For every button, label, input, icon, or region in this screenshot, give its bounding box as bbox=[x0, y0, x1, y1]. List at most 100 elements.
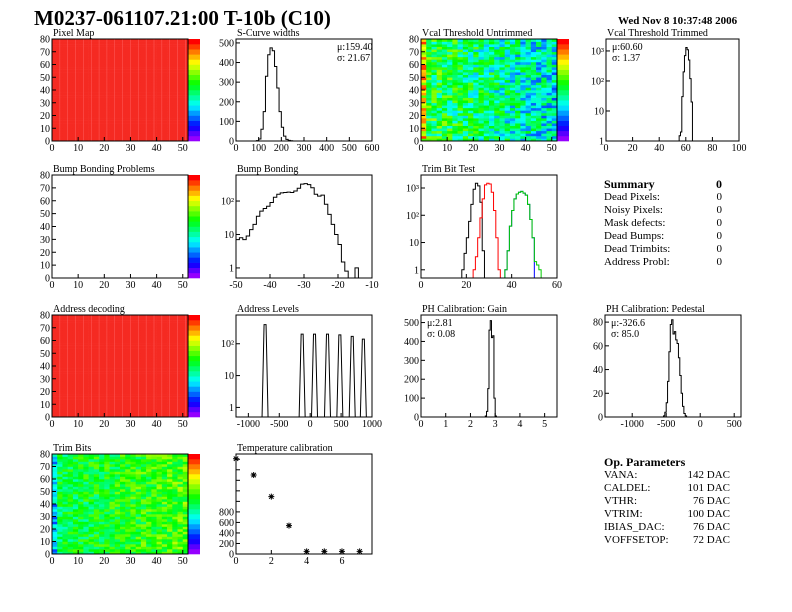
heatmap-cell bbox=[161, 456, 168, 460]
heatmap-cell bbox=[177, 459, 184, 462]
heatmap-cell bbox=[125, 496, 131, 500]
heatmap-cell bbox=[114, 315, 121, 318]
heatmap-cell bbox=[78, 414, 84, 418]
heatmap-cell bbox=[114, 479, 121, 482]
heatmap-cell bbox=[541, 54, 547, 58]
heatmap-cell bbox=[494, 105, 500, 109]
heatmap-cell bbox=[177, 82, 184, 86]
heatmap-cell bbox=[109, 337, 116, 341]
heatmap-cell bbox=[67, 107, 74, 111]
heatmap-cell bbox=[67, 115, 74, 119]
y-tick-label: 40 bbox=[40, 362, 50, 373]
heatmap-cell bbox=[546, 135, 553, 139]
heatmap-cell bbox=[156, 105, 163, 109]
heatmap-cell bbox=[130, 464, 136, 467]
heatmap-cell bbox=[436, 44, 443, 47]
heatmap-cell bbox=[536, 44, 542, 47]
heatmap-cell bbox=[161, 514, 168, 517]
heatmap-cell bbox=[161, 376, 168, 380]
heatmap-cell bbox=[109, 394, 116, 397]
heatmap-cell bbox=[182, 464, 189, 467]
heatmap-cell bbox=[146, 479, 152, 482]
heatmap-cell bbox=[140, 74, 147, 78]
address-peak bbox=[323, 333, 331, 418]
heatmap-cell bbox=[78, 335, 84, 339]
x-tick-label: 0 bbox=[50, 556, 55, 567]
heatmap-cell bbox=[83, 128, 89, 132]
heatmap-cell bbox=[67, 49, 74, 53]
heatmap-cell bbox=[177, 546, 184, 550]
heatmap-cell bbox=[447, 87, 453, 91]
heatmap-cell bbox=[130, 514, 136, 517]
heatmap-cell bbox=[494, 112, 500, 116]
y-tick-label: 40 bbox=[409, 86, 419, 97]
heatmap-cell bbox=[509, 87, 516, 91]
heatmap-cell bbox=[452, 92, 458, 96]
heatmap-cell bbox=[140, 363, 147, 367]
heatmap-cell bbox=[135, 501, 142, 505]
heatmap-cell bbox=[120, 476, 126, 480]
heatmap-cell bbox=[52, 471, 58, 475]
heatmap-cell bbox=[172, 469, 178, 472]
heatmap-cell bbox=[93, 514, 100, 517]
x-tick-label: 4 bbox=[304, 556, 309, 567]
heatmap-cell bbox=[421, 41, 427, 45]
x-tick-label: 1 bbox=[443, 419, 448, 430]
heatmap-cell bbox=[130, 486, 136, 490]
heatmap-cell bbox=[88, 521, 95, 525]
heatmap-cell bbox=[473, 110, 479, 114]
heatmap-cell bbox=[177, 44, 184, 47]
heatmap-cell bbox=[114, 404, 121, 408]
heatmap-cell bbox=[104, 464, 110, 467]
heatmap-cell bbox=[99, 87, 105, 91]
heatmap-cell bbox=[114, 396, 121, 400]
heatmap-cell bbox=[551, 41, 558, 45]
heatmap-cell bbox=[109, 454, 116, 457]
heatmap-cell bbox=[161, 325, 168, 329]
heatmap-cell bbox=[177, 128, 184, 132]
heatmap-cell bbox=[120, 496, 126, 500]
heatmap-cell bbox=[468, 39, 474, 42]
heatmap-cell bbox=[151, 529, 157, 532]
y-tick-label: 10³ bbox=[591, 46, 604, 57]
heatmap-cell bbox=[468, 128, 474, 132]
heatmap-cell bbox=[151, 531, 157, 535]
heatmap-cell bbox=[125, 67, 131, 70]
heatmap-cell bbox=[167, 544, 173, 547]
heatmap-cell bbox=[536, 110, 542, 114]
heatmap-cell bbox=[93, 112, 100, 116]
heatmap-cell bbox=[172, 112, 178, 116]
y-tick-label: 1 bbox=[229, 263, 234, 274]
heatmap-cell bbox=[172, 376, 178, 380]
heatmap-cell bbox=[125, 521, 131, 525]
heatmap-cell bbox=[130, 366, 136, 369]
heatmap-cell bbox=[62, 77, 68, 81]
heatmap-cell bbox=[109, 95, 116, 98]
heatmap-cell bbox=[436, 67, 443, 70]
heatmap-cell bbox=[421, 115, 427, 119]
heatmap-cell bbox=[167, 491, 173, 495]
heatmap-cell bbox=[536, 79, 542, 83]
heatmap-cell bbox=[468, 59, 474, 63]
heatmap-cell bbox=[462, 128, 469, 132]
heatmap-cell bbox=[172, 536, 178, 540]
heatmap-cell bbox=[78, 456, 84, 460]
heatmap-cell bbox=[140, 41, 147, 45]
heatmap-cell bbox=[536, 67, 542, 70]
x-tick-label: -500 bbox=[270, 419, 288, 430]
heatmap-cell bbox=[99, 411, 105, 415]
row-value: 0 bbox=[716, 204, 723, 216]
heatmap-cell bbox=[52, 133, 58, 137]
heatmap-cell bbox=[172, 90, 178, 93]
heatmap-cell bbox=[156, 526, 163, 530]
heatmap-cell bbox=[62, 135, 68, 139]
heatmap-cell bbox=[494, 41, 500, 45]
heatmap-cell bbox=[431, 138, 437, 142]
heatmap-cell bbox=[172, 404, 178, 408]
heatmap-cell bbox=[140, 51, 147, 55]
heatmap-cell bbox=[130, 381, 136, 385]
heatmap-cell bbox=[67, 340, 74, 344]
heatmap-cell bbox=[83, 363, 89, 367]
heatmap-cell bbox=[67, 406, 74, 410]
heatmap-cell bbox=[67, 411, 74, 415]
